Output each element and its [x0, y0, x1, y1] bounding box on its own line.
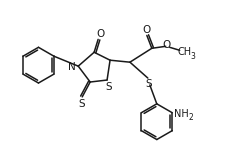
Text: 3: 3	[190, 52, 195, 61]
Text: O: O	[143, 25, 151, 35]
Text: S: S	[106, 82, 112, 92]
Text: S: S	[146, 79, 152, 89]
Text: N: N	[68, 62, 76, 72]
Text: 2: 2	[189, 113, 194, 122]
Text: O: O	[163, 40, 171, 50]
Text: CH: CH	[178, 47, 192, 57]
Text: NH: NH	[174, 109, 189, 119]
Text: O: O	[96, 29, 104, 39]
Text: S: S	[78, 99, 85, 109]
